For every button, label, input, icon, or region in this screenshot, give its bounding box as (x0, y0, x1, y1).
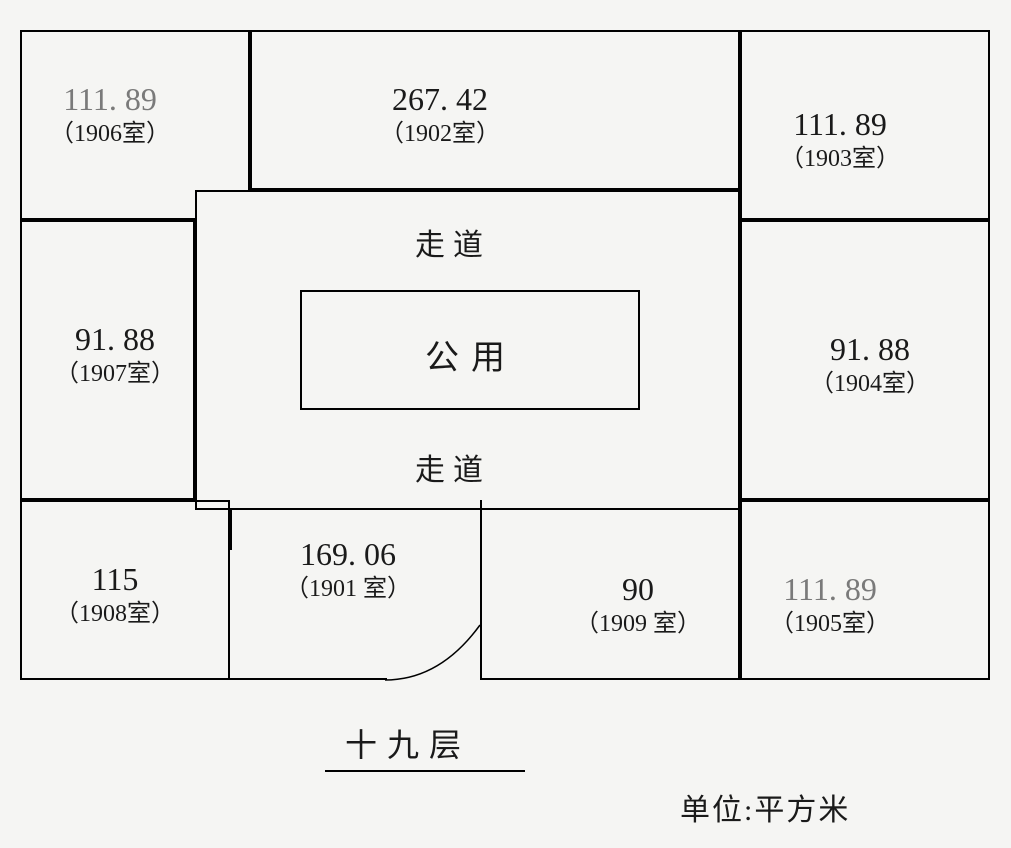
floor-title: 十九层 (345, 720, 471, 766)
corridor-label-bottom: 走道 (415, 445, 491, 489)
corridor-label-top: 走道 (415, 220, 491, 264)
room-1903-name: （1903室） (780, 143, 900, 177)
room-1904-area: 91. 88 (830, 330, 910, 368)
room-1907-name: （1907室） (55, 358, 175, 392)
room-1902-label-block: 267. 42 （1902室） (380, 80, 500, 152)
door-swing-arc (380, 585, 490, 685)
room-1904-label-block: 91. 88 （1904室） (810, 330, 930, 402)
room-1904-name: （1904室） (810, 368, 930, 402)
room-1908-name: （1908室） (55, 598, 175, 632)
room-1909-name: （1909 室） (575, 608, 701, 642)
unit-label: 单位:平方米 (680, 785, 850, 829)
floorplan-canvas: 111. 89 （1906室） 267. 42 （1902室） 111. 89 … (0, 0, 1011, 848)
public-label: 公用 (425, 330, 517, 379)
room-1905-area: 111. 89 (783, 570, 877, 608)
room-1908-label-block: 115 （1908室） (55, 560, 175, 632)
room-1906-name: （1906室） (50, 118, 170, 152)
room-1907-label-block: 91. 88 （1907室） (55, 320, 175, 392)
room-1909-area: 90 (622, 570, 654, 608)
room-1901-left-stub (230, 510, 232, 550)
room-1902-name: （1902室） (380, 118, 500, 152)
room-1903-label-block: 111. 89 （1903室） (780, 105, 900, 177)
floor-title-underline (325, 770, 525, 772)
room-1905-name: （1905室） (770, 608, 890, 642)
room-1901-area: 169. 06 (300, 535, 396, 573)
room-1902-area: 267. 42 (392, 80, 488, 118)
room-1905-label-block: 111. 89 （1905室） (770, 570, 890, 642)
room-1907-area: 91. 88 (75, 320, 155, 358)
room-1908-area: 115 (92, 560, 139, 598)
room-1903-area: 111. 89 (793, 105, 887, 143)
room-1909-label-block: 90 （1909 室） (575, 570, 701, 642)
room-1906-area: 111. 89 (63, 80, 157, 118)
room-1906-label-block: 111. 89 （1906室） (50, 80, 170, 152)
